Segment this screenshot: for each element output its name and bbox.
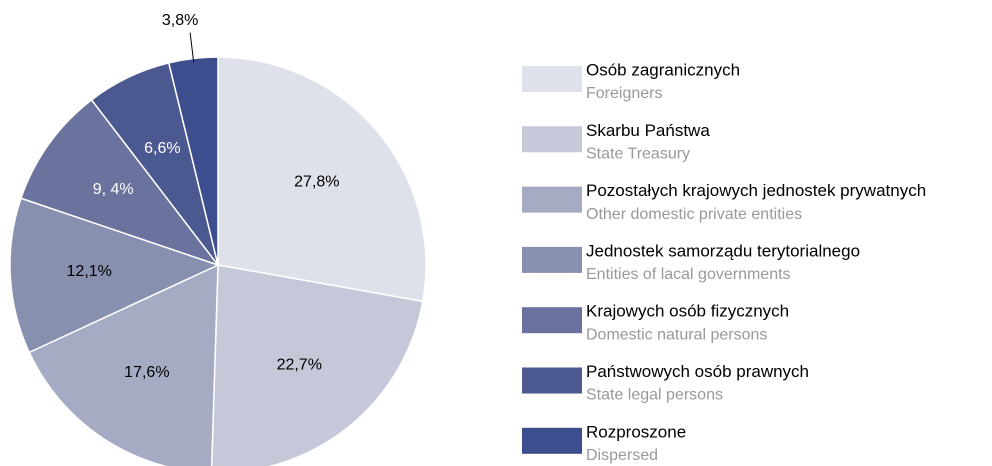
- data-label: 17,6%: [124, 364, 169, 381]
- data-label: 3,8%: [162, 12, 198, 29]
- pie-slice: [217, 56, 427, 303]
- legend-translation: Entities of lacal governments: [586, 266, 791, 283]
- legend-swatch: [522, 307, 582, 334]
- legend-translation: State Treasury: [586, 146, 690, 163]
- legend-translation: Foreigners: [586, 85, 662, 102]
- legend-swatch: [522, 246, 582, 273]
- legend-label: Pozostałych krajowych jednostek prywatny…: [586, 181, 926, 200]
- legend-label: Jednostek samorządu terytorialnego: [586, 241, 860, 260]
- legend-swatch: [522, 186, 582, 213]
- data-label: 9, 4%: [93, 181, 134, 198]
- legend-swatch: [522, 427, 582, 454]
- legend-label: Państwowych osób prawnych: [586, 362, 809, 381]
- legend-translation: Dispersed: [586, 447, 658, 464]
- pie-slice: [9, 197, 221, 354]
- data-label: 6,6%: [144, 140, 180, 157]
- pie-slice: [20, 98, 221, 267]
- legend-translation: Domestic natural persons: [586, 326, 767, 343]
- pie-slice: [28, 263, 219, 466]
- legend-label: Osób zagranicznych: [586, 60, 740, 79]
- legend-swatch: [522, 126, 582, 153]
- legend-label: Rozproszone: [586, 422, 686, 441]
- data-label: 22,7%: [277, 356, 322, 373]
- legend-translation: Other domestic private entities: [586, 206, 802, 223]
- leader-line: [189, 32, 195, 63]
- legend-translation: State legal persons: [586, 387, 723, 404]
- legend-label: Skarbu Państwa: [586, 121, 710, 140]
- legend-swatch: [522, 66, 582, 92]
- legend-label: Krajowych osób fizycznych: [586, 302, 789, 321]
- legend-swatch: [522, 367, 582, 394]
- data-label: 27,8%: [294, 173, 339, 190]
- pie-slice: [210, 264, 424, 466]
- data-label: 12,1%: [67, 263, 112, 280]
